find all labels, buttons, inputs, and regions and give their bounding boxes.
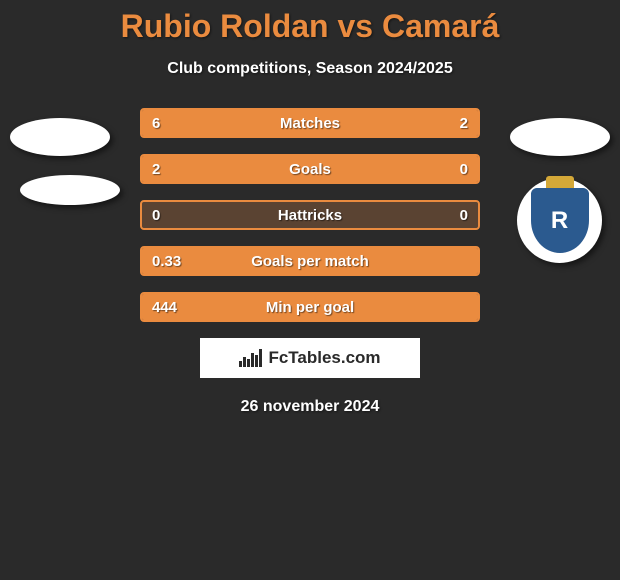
stat-value-left: 2 — [152, 161, 160, 178]
stat-label: Matches — [280, 115, 340, 132]
stat-value-left: 444 — [152, 299, 177, 316]
player-right-avatar — [510, 118, 610, 156]
stat-value-right: 0 — [460, 207, 468, 224]
stat-row: 444 Min per goal — [140, 292, 480, 322]
bar-left — [142, 110, 394, 136]
stat-value-right: 0 — [460, 161, 468, 178]
bar-left — [142, 156, 411, 182]
stat-row: 2 Goals 0 — [140, 154, 480, 184]
stat-value-right: 2 — [460, 115, 468, 132]
club-letter: R — [551, 207, 568, 235]
club-right-badge: R — [517, 178, 602, 263]
stat-label: Min per goal — [266, 299, 354, 316]
stat-value-left: 0 — [152, 207, 160, 224]
chart-icon — [239, 349, 262, 367]
player-left-avatar — [10, 118, 110, 156]
page-subtitle: Club competitions, Season 2024/2025 — [0, 60, 620, 78]
stat-value-left: 0.33 — [152, 253, 181, 270]
branding-box: FcTables.com — [200, 338, 420, 378]
crown-icon — [546, 176, 574, 188]
stat-label: Goals — [289, 161, 331, 178]
stat-label: Goals per match — [251, 253, 369, 270]
club-left-avatar — [20, 175, 120, 205]
date-text: 26 november 2024 — [0, 398, 620, 416]
stat-value-left: 6 — [152, 115, 160, 132]
stat-label: Hattricks — [278, 207, 342, 224]
stat-row: 0.33 Goals per match — [140, 246, 480, 276]
page-title: Rubio Roldan vs Camará — [0, 0, 620, 45]
stat-row: 6 Matches 2 — [140, 108, 480, 138]
stat-row: 0 Hattricks 0 — [140, 200, 480, 230]
branding-text: FcTables.com — [268, 348, 380, 368]
